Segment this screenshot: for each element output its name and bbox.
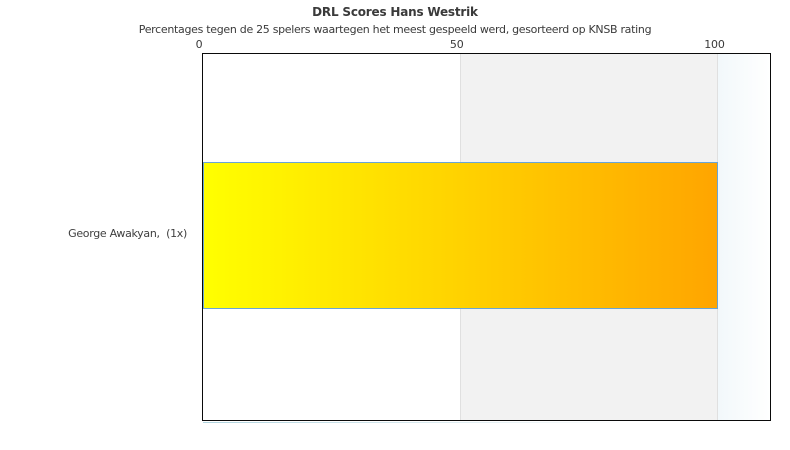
right-margin-gradient-region: [718, 54, 770, 420]
x-tick-label-100: 100: [704, 38, 725, 51]
score-bar-george-awakyan: [203, 162, 719, 309]
x-axis-tick-row: 0 50 100: [196, 38, 770, 52]
x-tick-label-0: 0: [195, 38, 203, 51]
chart-title: DRL Scores Hans Westrik: [312, 5, 478, 19]
plot-area: [202, 53, 771, 421]
x-tick-label-50: 50: [449, 38, 464, 51]
plot-bottom-highlight: [203, 422, 633, 423]
chart-subtitle: Percentages tegen de 25 spelers waartege…: [138, 23, 652, 36]
category-label-george-awakyan: George Awakyan, (1x): [68, 227, 187, 240]
